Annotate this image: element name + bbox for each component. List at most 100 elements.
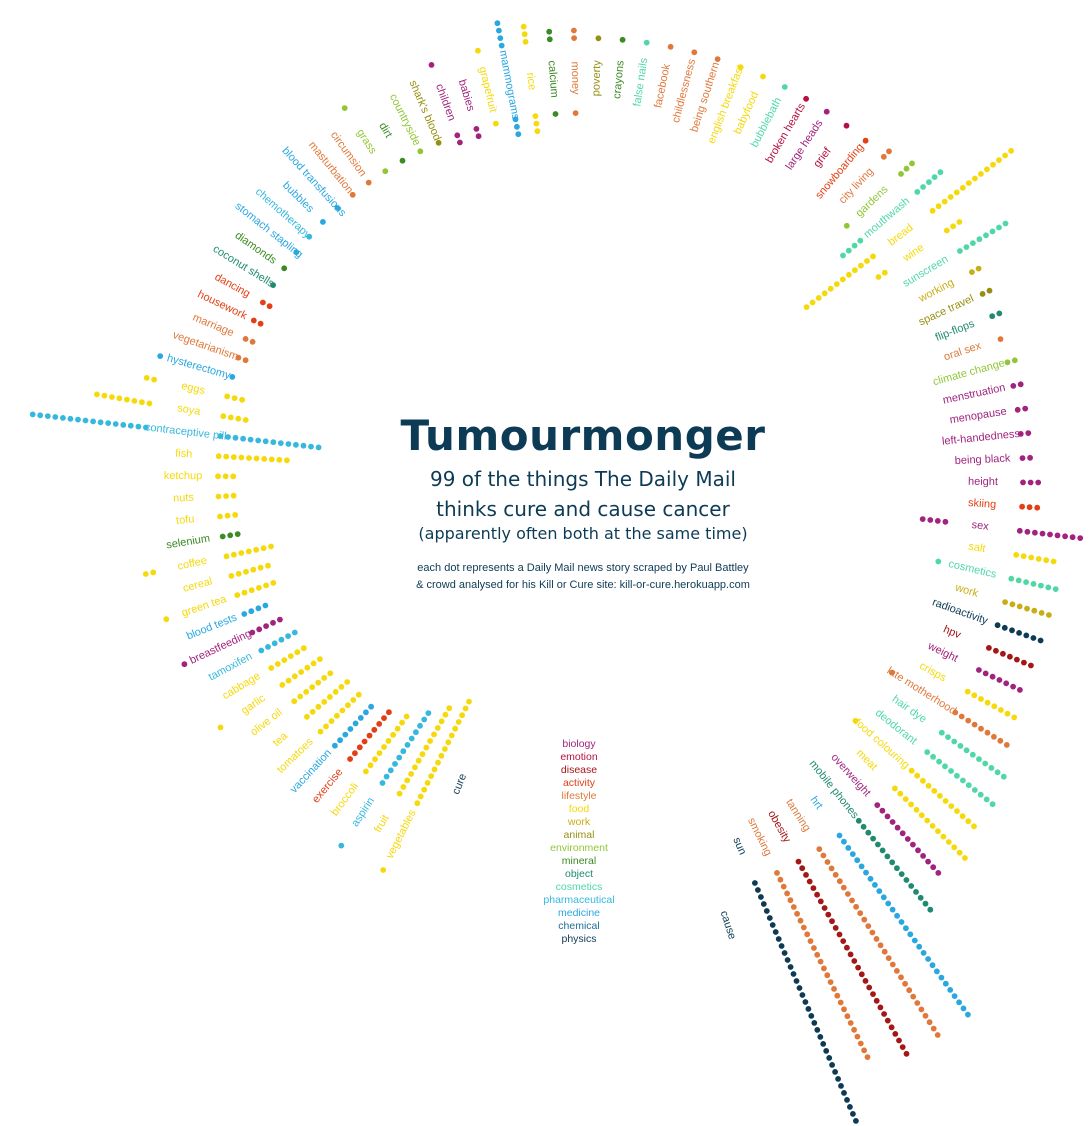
cause-dot (825, 911, 832, 918)
label-menstruation: menstruation (942, 382, 1007, 407)
cure-dot (442, 746, 448, 752)
spoke-coffee: coffee (142, 543, 274, 577)
cure-dot (492, 120, 499, 127)
cure-dot (927, 517, 934, 523)
cause-dot (904, 836, 911, 842)
cure-dot (864, 258, 870, 264)
label-hpv: hpv (942, 623, 963, 641)
cure-dot (231, 551, 237, 558)
label-mobile-phones: mobile phones (807, 758, 862, 822)
cause-dot (803, 872, 809, 878)
cure-dot (321, 699, 328, 705)
cure-dot (278, 636, 285, 643)
cure-dot (514, 123, 520, 130)
cause-dot (976, 756, 982, 762)
cause-dot (978, 725, 984, 732)
cause-dot (814, 1027, 821, 1033)
cause-dot (1052, 586, 1059, 592)
cause-dot (1026, 504, 1033, 511)
cause-dot (521, 31, 528, 38)
cause-dot (814, 891, 820, 898)
cause-dot (780, 883, 787, 890)
cause-dot (808, 1013, 815, 1019)
cause-dot (829, 1062, 835, 1068)
cause-dot (826, 1055, 833, 1061)
cause-dot (774, 870, 780, 876)
cause-dot (894, 968, 900, 974)
cause-dot (1016, 603, 1023, 610)
cause-dot (920, 950, 927, 956)
cure-dot (332, 689, 339, 695)
cure-dot (396, 790, 403, 797)
cure-dot (224, 393, 231, 400)
cause-dot (935, 828, 941, 835)
spoke-obesity: obesity (765, 809, 910, 1057)
cause-dot (997, 737, 1004, 744)
cause-dot (898, 974, 904, 981)
cause-dot (841, 1006, 847, 1013)
cause-dot (948, 768, 954, 774)
cause-dot (880, 153, 887, 160)
cause-dot (892, 1031, 899, 1037)
cure-dot (315, 703, 322, 710)
cause-dot (964, 688, 971, 695)
cause-dot (1011, 357, 1018, 364)
cause-dot (105, 420, 112, 426)
cure-dot (281, 657, 288, 663)
cure-dot (839, 276, 846, 283)
cause-dot (1000, 650, 1006, 657)
cure-dot (396, 754, 403, 761)
cause-dot (1024, 528, 1031, 535)
cure-dot (942, 518, 949, 525)
cause-dot (1037, 637, 1044, 644)
cause-dot (956, 999, 962, 1006)
label-flip-flops: flip-flops (934, 318, 977, 344)
cause-dot (936, 758, 942, 765)
legend-item-food: food (568, 803, 590, 815)
label-height: height (968, 476, 998, 488)
cure-dot (413, 729, 419, 736)
legend-item-activity: activity (562, 777, 596, 789)
cause-dot (918, 1006, 925, 1013)
cure-dot (317, 656, 323, 662)
cause-dot (1022, 405, 1029, 412)
cause-dot (986, 645, 992, 651)
cure-dot (421, 716, 428, 723)
legend-item-physics: physics (561, 933, 597, 945)
cause-dot (959, 813, 966, 820)
cause-dot (983, 796, 990, 803)
cure-dot (265, 644, 271, 650)
cause-dot (595, 35, 602, 42)
cure-dot (845, 247, 852, 254)
cause-dot (909, 160, 915, 167)
label-green-tea: green tea (180, 593, 229, 620)
cause-dot (824, 859, 831, 865)
cause-dot (942, 763, 948, 770)
cure-dot (419, 751, 426, 758)
cure-dot (285, 441, 292, 447)
cause-dot (163, 616, 170, 623)
cure-dot (381, 715, 387, 721)
cause-dot (1028, 554, 1035, 561)
cause-dot (931, 788, 938, 794)
cure-dot (425, 710, 432, 716)
cause-dot (1010, 383, 1017, 389)
cause-dot (1009, 627, 1015, 634)
spoke-rice: rice (520, 23, 541, 135)
cure-dot (532, 113, 539, 119)
cause-dot (918, 812, 925, 819)
spoke-menstruation: menstruation (942, 381, 1024, 407)
cure-dot (274, 661, 281, 667)
cause-dot (843, 122, 850, 129)
cause-dot (920, 184, 926, 190)
spoke-skiing: skiing (968, 497, 1041, 511)
cure-dot (230, 454, 237, 460)
cause-dot (962, 855, 968, 861)
cause-dot (1043, 557, 1050, 564)
cause-dot (836, 878, 843, 885)
cause-dot (908, 801, 914, 808)
cure-dot (260, 545, 267, 552)
cause-dot (989, 228, 996, 235)
cure-dot (230, 492, 237, 499)
cause-dot (922, 1012, 929, 1019)
